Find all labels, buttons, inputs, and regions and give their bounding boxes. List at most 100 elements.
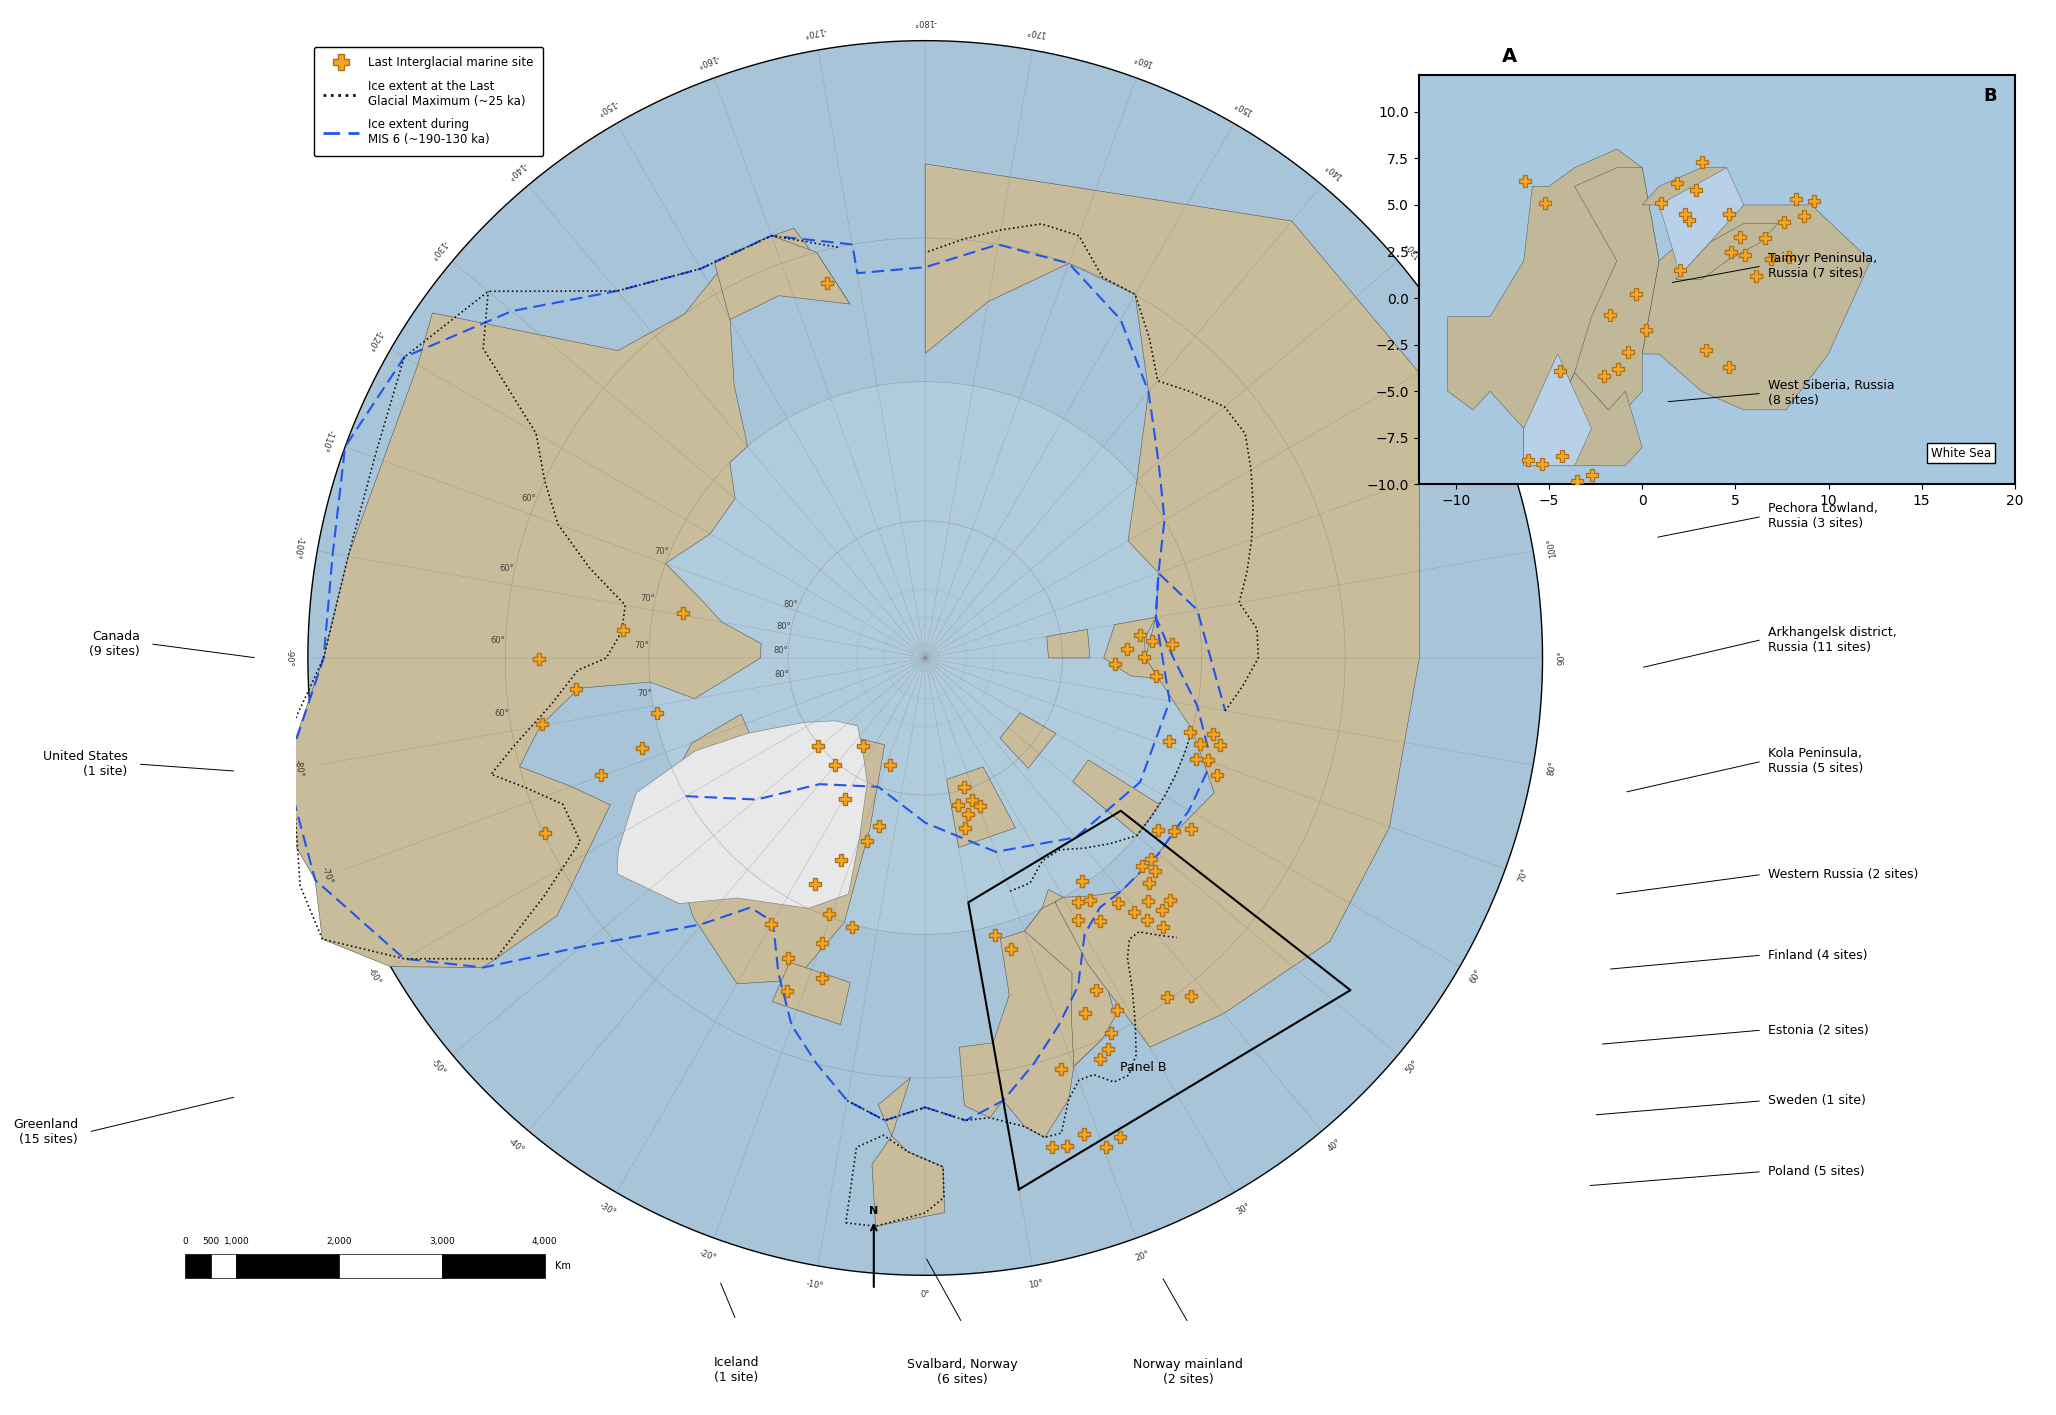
Text: -150°: -150° [594,98,619,116]
Text: 80°: 80° [775,671,790,679]
Text: 1,000: 1,000 [224,1237,249,1245]
Text: -120°: -120° [364,328,384,352]
Text: 60°: 60° [520,494,537,502]
Text: 140°: 140° [1324,161,1345,180]
Text: Taimyr Peninsula,
Russia (7 sites): Taimyr Peninsula, Russia (7 sites) [1768,252,1877,280]
Text: Finland (4 sites): Finland (4 sites) [1768,948,1867,962]
Polygon shape [1447,149,1659,429]
Legend: Last Interglacial marine site, Ice extent at the Last
Glacial Maximum (~25 ka), : Last Interglacial marine site, Ice exten… [315,47,543,156]
Text: A: A [1503,47,1517,67]
Polygon shape [1643,167,1727,205]
Polygon shape [872,1078,944,1227]
Polygon shape [946,767,1016,848]
Text: Kola Peninsula,
Russia (5 sites): Kola Peninsula, Russia (5 sites) [1768,747,1863,775]
Text: Norway mainland
(2 sites): Norway mainland (2 sites) [1133,1358,1244,1387]
Text: B: B [1984,86,1996,105]
Text: 60°: 60° [1468,968,1484,985]
Text: -10°: -10° [806,1279,824,1290]
Text: Arkhangelsk district,
Russia (11 sites): Arkhangelsk district, Russia (11 sites) [1768,625,1898,654]
Text: Km: Km [555,1261,572,1271]
Text: 120°: 120° [1468,328,1484,351]
Polygon shape [308,41,1542,1275]
Text: Pechora Lowland,
Russia (3 sites): Pechora Lowland, Russia (3 sites) [1768,502,1877,531]
Polygon shape [1643,205,1871,410]
Polygon shape [1024,901,1116,1067]
Text: Greenland
(15 sites): Greenland (15 sites) [12,1118,78,1146]
Text: -20°: -20° [697,1248,718,1264]
Text: 70°: 70° [654,548,668,556]
Text: 30°: 30° [1236,1201,1252,1217]
Text: -100°: -100° [292,535,304,559]
Text: Panel B: Panel B [1121,1061,1166,1074]
Polygon shape [1523,354,1591,466]
Bar [212,1254,236,1278]
Text: 130°: 130° [1402,238,1423,259]
Polygon shape [999,713,1057,768]
Text: N: N [870,1206,878,1215]
Text: 70°: 70° [635,641,650,651]
Text: 0°: 0° [921,1290,929,1299]
Polygon shape [1659,167,1743,279]
Polygon shape [670,715,884,983]
Text: 4,000: 4,000 [533,1237,557,1245]
Text: 90°: 90° [1556,651,1567,665]
Text: -180°: -180° [913,17,938,25]
Text: 60°: 60° [500,563,514,573]
Text: Sweden (1 site): Sweden (1 site) [1768,1094,1867,1108]
Polygon shape [280,228,849,968]
Text: 500: 500 [201,1237,220,1245]
Polygon shape [960,890,1102,1138]
Text: 40°: 40° [1326,1138,1343,1153]
Bar [185,1254,212,1278]
Polygon shape [1073,760,1160,836]
Text: -70°: -70° [321,866,335,886]
Text: 60°: 60° [491,637,506,645]
Text: Poland (5 sites): Poland (5 sites) [1768,1165,1865,1179]
Polygon shape [925,164,1419,1047]
Text: -50°: -50° [428,1057,446,1077]
Text: -110°: -110° [319,429,335,453]
Polygon shape [1104,617,1158,678]
Polygon shape [650,382,1201,934]
Text: Canada
(9 sites): Canada (9 sites) [88,630,140,658]
Text: 80°: 80° [777,623,792,631]
Text: -130°: -130° [428,238,448,260]
Text: -160°: -160° [695,52,720,68]
Polygon shape [713,236,849,320]
Polygon shape [773,962,851,1024]
Text: -30°: -30° [596,1201,617,1217]
Text: -140°: -140° [504,160,528,181]
Text: 20°: 20° [1135,1249,1151,1262]
Text: -90°: -90° [284,649,294,666]
Text: 10°: 10° [1028,1279,1044,1290]
Text: 80°: 80° [773,647,787,655]
Text: Svalbard, Norway
(6 sites): Svalbard, Norway (6 sites) [907,1358,1018,1387]
Text: -60°: -60° [366,966,382,986]
Text: 170°: 170° [1026,25,1047,38]
Text: 60°: 60° [495,709,510,719]
Bar [339,1254,442,1278]
Text: 70°: 70° [1517,867,1530,884]
Text: -170°: -170° [802,25,827,38]
Text: White Sea: White Sea [1931,447,1990,460]
Polygon shape [1047,630,1090,658]
Text: 70°: 70° [639,593,656,603]
Text: Iceland
(1 site): Iceland (1 site) [713,1356,759,1384]
Text: 160°: 160° [1133,52,1153,68]
Polygon shape [1523,372,1643,466]
Bar [236,1254,339,1278]
Text: 70°: 70° [637,689,652,699]
Text: Estonia (2 sites): Estonia (2 sites) [1768,1023,1869,1037]
Bar [442,1254,545,1278]
Text: 50°: 50° [1404,1058,1421,1075]
Text: -40°: -40° [506,1136,526,1155]
Text: 0: 0 [183,1237,187,1245]
Text: West Siberia, Russia
(8 sites): West Siberia, Russia (8 sites) [1768,379,1896,408]
Text: 80°: 80° [783,600,798,608]
Polygon shape [1676,224,1778,279]
Text: 2,000: 2,000 [327,1237,352,1245]
Polygon shape [617,720,868,908]
Text: 150°: 150° [1232,98,1254,116]
Text: United States
(1 site): United States (1 site) [43,750,127,778]
Text: 110°: 110° [1515,430,1532,451]
